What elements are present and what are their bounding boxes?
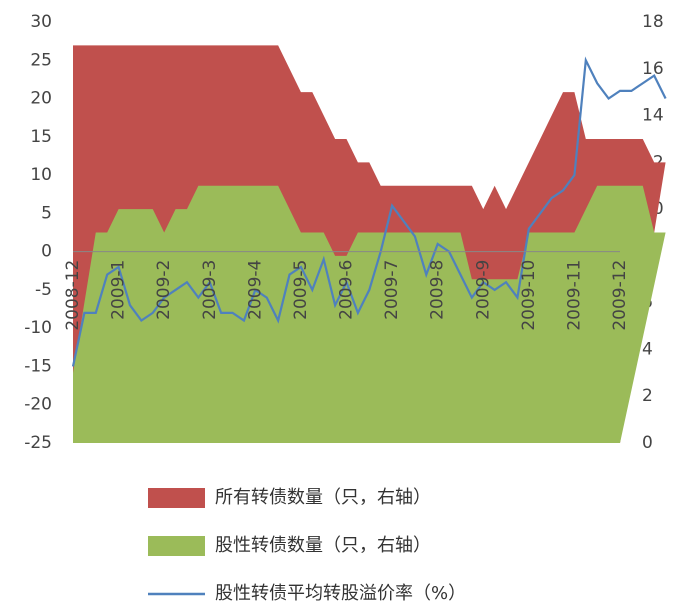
y2-tick-label: 18 <box>642 12 664 32</box>
y-tick-label: -10 <box>24 318 52 338</box>
legend-label: 所有转债数量（只，右轴） <box>215 487 431 508</box>
x-tick-label: 2009-5 <box>291 260 311 320</box>
x-tick-label: 2009-3 <box>200 260 220 320</box>
area <box>73 185 666 443</box>
y2-tick-label: 4 <box>642 339 653 359</box>
x-tick-label: 2009-6 <box>337 260 357 320</box>
y-tick-label: -5 <box>35 280 52 300</box>
y-tick-label: 10 <box>30 165 52 185</box>
y-tick-label: 25 <box>30 50 52 70</box>
y2-tick-label: 2 <box>642 386 653 406</box>
y-tick-label: -25 <box>24 433 52 453</box>
y-tick-label: 0 <box>41 242 52 262</box>
y2-tick-label: 16 <box>642 59 664 79</box>
y2-tick-label: 14 <box>642 106 664 126</box>
y-tick-label: 5 <box>41 203 52 223</box>
x-tick-label: 2009-9 <box>473 260 493 320</box>
y-tick-label: 30 <box>30 12 52 32</box>
legend-swatch <box>148 536 205 556</box>
y2-tick-label: 0 <box>642 433 653 453</box>
x-tick-label: 2009-4 <box>245 260 265 320</box>
x-tick-label: 2009-10 <box>519 260 539 331</box>
x-tick-label: 2009-8 <box>428 260 448 320</box>
legend-label: 股性转债平均转股溢价率（%） <box>215 583 466 604</box>
y-tick-label: 20 <box>30 89 52 109</box>
x-tick-label: 2009-1 <box>109 260 129 320</box>
legend-label: 股性转债数量（只，右轴） <box>215 535 431 556</box>
y-tick-label: 15 <box>30 127 52 147</box>
x-tick-label: 2009-11 <box>564 260 584 331</box>
x-tick-label: 2009-7 <box>382 260 402 320</box>
legend-swatch <box>148 488 205 508</box>
x-tick-label: 2009-2 <box>154 260 174 320</box>
y-tick-label: -15 <box>24 356 52 376</box>
x-tick-label: 2009-12 <box>610 260 630 331</box>
line <box>71 56 667 367</box>
y-tick-label: -20 <box>24 395 52 415</box>
x-tick-label: 2008-12 <box>63 260 83 331</box>
